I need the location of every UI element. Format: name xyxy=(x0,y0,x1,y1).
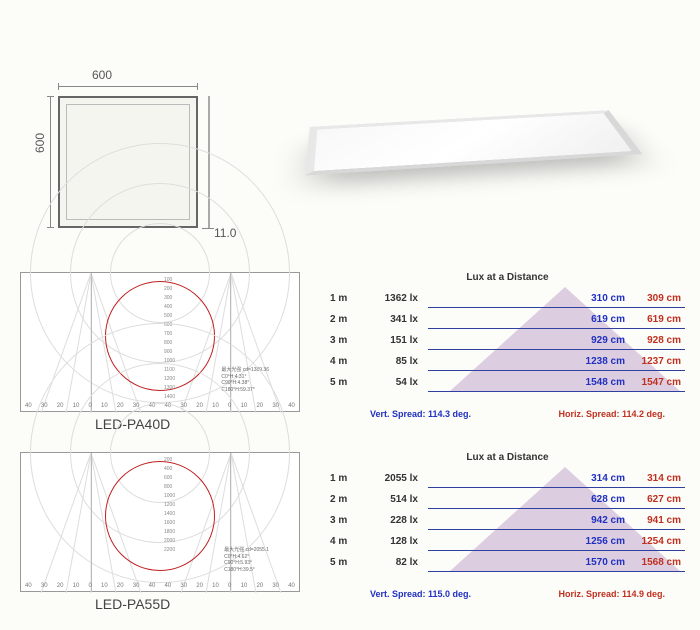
lux-body: 1 m1362 lx 310 cm309 cm 2 m341 lx 619 cm619… xyxy=(330,287,685,405)
lux-red-spread: 309 cm xyxy=(625,293,685,304)
lux-value: 341 lx xyxy=(368,314,428,325)
lux-row-line xyxy=(428,487,685,488)
lux-row: 2 m514 lx 628 cm627 cm xyxy=(330,494,685,505)
polar-caption-pa55d: LED-PA55D xyxy=(95,596,170,612)
lux-distance: 4 m xyxy=(330,356,368,367)
lux-row-line xyxy=(428,328,685,329)
lux-value: 514 lx xyxy=(368,494,428,505)
lux-red-spread: 627 cm xyxy=(625,494,685,505)
lux-value: 82 lx xyxy=(368,557,428,568)
lux-row-line xyxy=(428,571,685,572)
lux-row: 3 m151 lx 929 cm928 cm xyxy=(330,335,685,346)
lux-row-line xyxy=(428,391,685,392)
product-panel-image xyxy=(305,110,643,175)
lux-red-spread: 619 cm xyxy=(625,314,685,325)
lux-table-pa55d: Lux at a Distance 1 m2055 lx 314 cm314 cm… xyxy=(330,452,685,599)
lux-red-spread: 1254 cm xyxy=(625,536,685,547)
lux-red-spread: 941 cm xyxy=(625,515,685,526)
lux-value: 54 lx xyxy=(368,377,428,388)
lux-distance: 1 m xyxy=(330,293,368,304)
lux-blue-spread: 1570 cm xyxy=(565,557,625,568)
lux-row: 5 m54 lx 1548 cm1547 cm xyxy=(330,377,685,388)
lux-blue-spread: 314 cm xyxy=(565,473,625,484)
polar-axis xyxy=(91,453,92,591)
vert-spread-label: Vert. Spread: 115.0 deg. xyxy=(330,589,471,599)
lux-distance: 5 m xyxy=(330,557,368,568)
lux-footer: Vert. Spread: 115.0 deg. Horiz. Spread: … xyxy=(330,589,685,599)
lux-row-line xyxy=(428,508,685,509)
lux-row-line xyxy=(428,370,685,371)
horiz-spread-label: Horiz. Spread: 114.9 deg. xyxy=(558,589,685,599)
lux-body: 1 m2055 lx 314 cm314 cm 2 m514 lx 628 cm627… xyxy=(330,467,685,585)
lux-red-spread: 1568 cm xyxy=(625,557,685,568)
lux-row: 4 m128 lx 1256 cm1254 cm xyxy=(330,536,685,547)
dim-width-line xyxy=(58,86,198,87)
lux-distance: 3 m xyxy=(330,515,368,526)
lux-row: 1 m1362 lx 310 cm309 cm xyxy=(330,293,685,304)
lux-title: Lux at a Distance xyxy=(330,272,685,283)
polar-curve xyxy=(105,461,215,571)
lux-row: 4 m85 lx 1238 cm1237 cm xyxy=(330,356,685,367)
lux-red-spread: 1237 cm xyxy=(625,356,685,367)
lux-distance: 4 m xyxy=(330,536,368,547)
lux-row: 5 m82 lx 1570 cm1568 cm xyxy=(330,557,685,568)
lux-blue-spread: 1548 cm xyxy=(565,377,625,388)
horiz-spread-label: Horiz. Spread: 114.2 deg. xyxy=(558,409,685,419)
lux-blue-spread: 929 cm xyxy=(565,335,625,346)
polar-legend: 最大光强 cd=2055.1C0°H:4.62°C90°H:5.93°C180°… xyxy=(224,547,269,573)
lux-row-line xyxy=(428,529,685,530)
polar-y-labels: 2004006008001000120014001600180020002200 xyxy=(164,457,175,553)
dim-height-label: 600 xyxy=(33,133,47,153)
product-render xyxy=(290,45,670,245)
lux-title: Lux at a Distance xyxy=(330,452,685,463)
lux-row-line xyxy=(428,349,685,350)
lux-blue-spread: 1238 cm xyxy=(565,356,625,367)
lux-blue-spread: 619 cm xyxy=(565,314,625,325)
lux-blue-spread: 942 cm xyxy=(565,515,625,526)
lux-row: 2 m341 lx 619 cm619 cm xyxy=(330,314,685,325)
lux-value: 2055 lx xyxy=(368,473,428,484)
lux-value: 151 lx xyxy=(368,335,428,346)
lux-value: 1362 lx xyxy=(368,293,428,304)
lux-row-line xyxy=(428,550,685,551)
lux-distance: 1 m xyxy=(330,473,368,484)
lux-red-spread: 928 cm xyxy=(625,335,685,346)
lux-distance: 2 m xyxy=(330,494,368,505)
lux-blue-spread: 310 cm xyxy=(565,293,625,304)
lux-red-spread: 314 cm xyxy=(625,473,685,484)
lux-row: 1 m2055 lx 314 cm314 cm xyxy=(330,473,685,484)
lux-footer: Vert. Spread: 114.3 deg. Horiz. Spread: … xyxy=(330,409,685,419)
lux-distance: 2 m xyxy=(330,314,368,325)
lux-row-line xyxy=(428,307,685,308)
lux-value: 228 lx xyxy=(368,515,428,526)
lux-distance: 3 m xyxy=(330,335,368,346)
lux-distance: 5 m xyxy=(330,377,368,388)
lux-value: 85 lx xyxy=(368,356,428,367)
vert-spread-label: Vert. Spread: 114.3 deg. xyxy=(330,409,471,419)
lux-blue-spread: 628 cm xyxy=(565,494,625,505)
lux-value: 128 lx xyxy=(368,536,428,547)
polar-x-labels: 4030201001020304040302010010203040 xyxy=(21,583,299,589)
dim-width-label: 600 xyxy=(92,68,112,82)
lux-red-spread: 1547 cm xyxy=(625,377,685,388)
lux-row: 3 m228 lx 942 cm941 cm xyxy=(330,515,685,526)
lux-blue-spread: 1256 cm xyxy=(565,536,625,547)
polar-plot-pa55d: 2004006008001000120014001600180020002200… xyxy=(20,452,300,592)
lux-table-pa40d: Lux at a Distance 1 m1362 lx 310 cm309 cm… xyxy=(330,272,685,419)
